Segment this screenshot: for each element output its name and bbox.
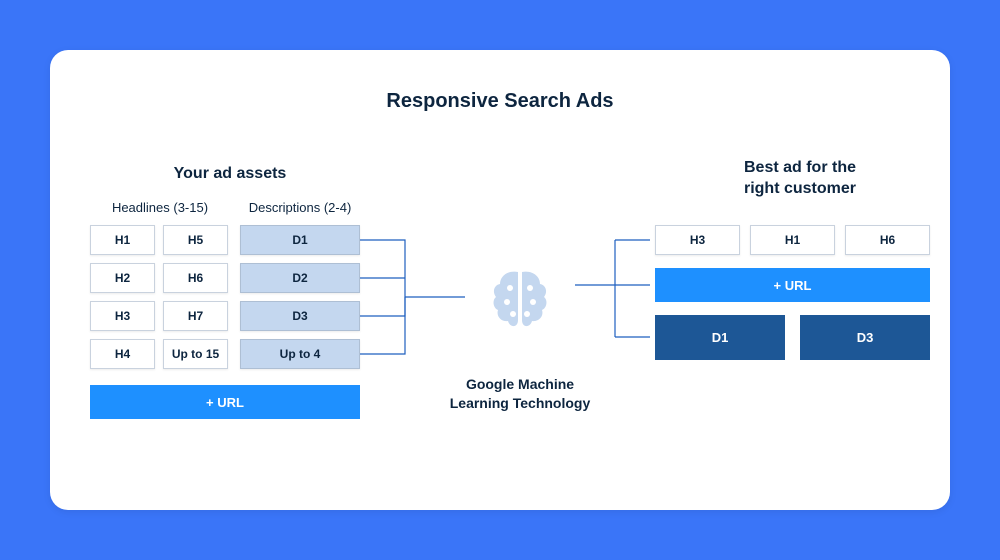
output-description-cell: D3 [800, 315, 930, 360]
output-headline-cell: H6 [845, 225, 930, 255]
description-cell: Up to 4 [240, 339, 360, 369]
left-url-box: + URL [90, 385, 360, 419]
ml-caption-line1: Google Machine [466, 376, 574, 392]
headline-cell: H1 [90, 225, 155, 255]
headline-cell: H2 [90, 263, 155, 293]
output-headline-cell: H3 [655, 225, 740, 255]
right-title-line1: Best ad for the [744, 159, 856, 176]
description-cell: D2 [240, 263, 360, 293]
diagram-title: Responsive Search Ads [50, 90, 950, 113]
output-description-cell: D1 [655, 315, 785, 360]
headline-cell: H6 [163, 263, 228, 293]
description-cell: D1 [240, 225, 360, 255]
description-cell: D3 [240, 301, 360, 331]
headline-cell: H5 [163, 225, 228, 255]
headline-cell: H3 [90, 301, 155, 331]
headline-cell: Up to 15 [163, 339, 228, 369]
headlines-label: Headlines (3-15) [90, 200, 230, 215]
headline-cell: H7 [163, 301, 228, 331]
ml-caption-line2: Learning Technology [450, 395, 591, 411]
headline-cell: H4 [90, 339, 155, 369]
left-section-title: Your ad assets [90, 165, 370, 183]
diagram-card: Responsive Search Ads Your ad assets Bes… [50, 50, 950, 510]
output-headline-cell: H1 [750, 225, 835, 255]
right-section-title: Best ad for the right customer [660, 158, 940, 200]
descriptions-label: Descriptions (2-4) [235, 200, 365, 215]
right-title-line2: right customer [744, 180, 856, 197]
ml-caption: Google Machine Learning Technology [420, 375, 620, 413]
right-url-box: + URL [655, 268, 930, 302]
brain-icon [490, 268, 550, 334]
